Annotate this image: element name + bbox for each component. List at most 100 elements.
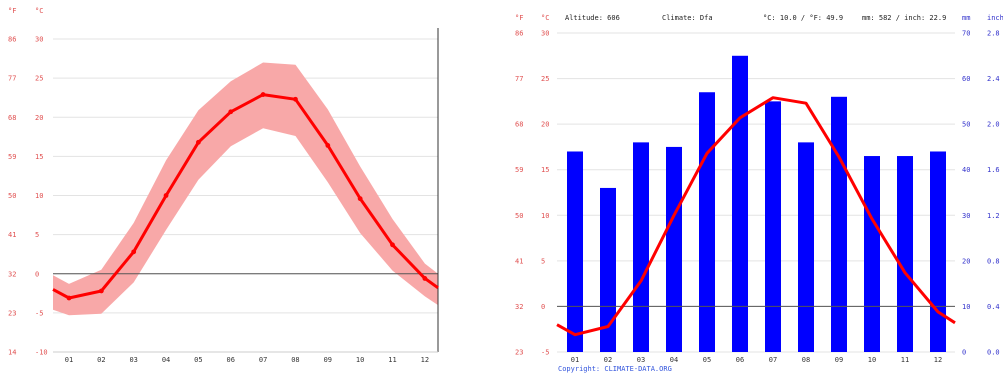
precipitation-bar bbox=[864, 156, 880, 352]
right-c-tick-label: 0 bbox=[541, 303, 545, 311]
avg-temp-label: °C: 10.0 / °F: 49.9 bbox=[763, 14, 843, 22]
temperature-range-band bbox=[53, 62, 438, 316]
left-c-tick-label: -10 bbox=[35, 349, 48, 357]
right-c-tick-label: 20 bbox=[541, 121, 549, 129]
precipitation-bar bbox=[798, 142, 814, 352]
left-month-label: 01 bbox=[65, 356, 73, 364]
left-month-label: 03 bbox=[129, 356, 137, 364]
left-month-label: 11 bbox=[388, 356, 396, 364]
left-f-tick-label: 86 bbox=[8, 36, 16, 44]
right-month-label: 04 bbox=[670, 356, 678, 364]
right-mm-tick-label: 20 bbox=[962, 257, 970, 265]
left-f-tick-label: 59 bbox=[8, 153, 16, 161]
right-unit-c: °C bbox=[541, 14, 549, 22]
left-c-tick-label: 10 bbox=[35, 192, 43, 200]
right-unit-inch: inch bbox=[987, 14, 1003, 22]
mean-temperature-point bbox=[98, 288, 104, 294]
right-inch-tick-label: 2.0 bbox=[987, 121, 1000, 129]
right-inch-tick-label: 2.8 bbox=[987, 30, 1000, 38]
left-unit-f: °F bbox=[8, 7, 16, 15]
right-c-tick-label: 5 bbox=[541, 257, 545, 265]
left-month-label: 10 bbox=[356, 356, 364, 364]
right-x-ticks: 01 02 03 04 05 06 07 08 09 10 11 12 bbox=[571, 356, 942, 364]
temperature-chart: °F °C 86 30 77 25 68 20 59 15 50 10 41 5 32 0 23 -5 14 -1… bbox=[8, 7, 439, 364]
right-inch-tick-label: 1.2 bbox=[987, 212, 1000, 220]
mean-temperature-point bbox=[325, 143, 331, 148]
left-f-tick-label: 23 bbox=[8, 309, 16, 317]
copyright-footer: Copyright: CLIMATE-DATA.ORG bbox=[558, 365, 672, 373]
mean-temperature-point bbox=[196, 139, 201, 145]
mean-temperature-point bbox=[163, 193, 169, 198]
precip-total-label: mm: 582 / inch: 22.9 bbox=[862, 14, 946, 22]
left-f-tick-label: 41 bbox=[8, 231, 16, 239]
right-month-label: 10 bbox=[868, 356, 876, 364]
right-mean-temperature-line bbox=[556, 96, 956, 337]
left-f-tick-label: 77 bbox=[8, 75, 16, 83]
mean-temperature-points bbox=[66, 92, 428, 301]
left-c-tick-label: 20 bbox=[35, 114, 43, 122]
mean-temperature-point bbox=[66, 295, 72, 301]
left-f-tick-label: 32 bbox=[8, 270, 16, 278]
precipitation-bars bbox=[567, 55, 946, 353]
left-month-label: 06 bbox=[227, 356, 235, 364]
right-f-tick-label: 41 bbox=[515, 257, 523, 265]
precipitation-bar bbox=[666, 146, 682, 352]
left-month-label: 04 bbox=[162, 356, 170, 364]
precipitation-bar bbox=[930, 151, 946, 352]
right-month-label: 08 bbox=[802, 356, 810, 364]
right-month-label: 01 bbox=[571, 356, 579, 364]
right-c-tick-label: 30 bbox=[541, 30, 549, 38]
right-f-tick-label: 77 bbox=[515, 75, 523, 83]
left-month-label: 02 bbox=[97, 356, 105, 364]
mean-temperature-point bbox=[390, 242, 395, 248]
right-y-ticks: 86 30 77 25 68 20 59 15 50 10 41 5 32 0 23 -5 70 2.8 60 2.4… bbox=[515, 30, 1000, 357]
left-c-tick-label: -5 bbox=[35, 309, 43, 317]
mean-temperature-point bbox=[131, 249, 137, 255]
precipitation-bar bbox=[567, 151, 583, 352]
precipitation-bar bbox=[897, 156, 913, 352]
left-c-tick-label: 5 bbox=[35, 231, 39, 239]
mean-temperature-point bbox=[228, 109, 234, 115]
altitude-label: Altitude: 606 bbox=[565, 14, 620, 22]
mean-temperature-line bbox=[52, 93, 439, 300]
right-month-label: 07 bbox=[769, 356, 777, 364]
left-f-tick-label: 50 bbox=[8, 192, 16, 200]
right-inch-tick-label: 2.4 bbox=[987, 75, 1000, 83]
right-c-tick-label: -5 bbox=[541, 349, 549, 357]
right-inch-tick-label: 0.4 bbox=[987, 303, 1000, 311]
left-f-tick-label: 14 bbox=[8, 349, 16, 357]
precipitation-bar bbox=[633, 142, 649, 352]
left-c-tick-label: 15 bbox=[35, 153, 43, 161]
right-f-tick-label: 32 bbox=[515, 303, 523, 311]
right-mm-tick-label: 70 bbox=[962, 30, 970, 38]
left-c-tick-label: 30 bbox=[35, 36, 43, 44]
left-month-label: 08 bbox=[291, 356, 299, 364]
left-unit-c: °C bbox=[35, 7, 43, 15]
right-month-label: 09 bbox=[835, 356, 843, 364]
right-unit-f: °F bbox=[515, 14, 523, 22]
mean-temperature-point bbox=[293, 96, 298, 102]
right-mm-tick-label: 60 bbox=[962, 75, 970, 83]
precipitation-bar bbox=[831, 96, 847, 352]
right-month-label: 12 bbox=[934, 356, 942, 364]
precipitation-bar bbox=[732, 55, 748, 353]
right-f-tick-label: 23 bbox=[515, 349, 523, 357]
left-month-label: 05 bbox=[194, 356, 202, 364]
right-gridlines bbox=[557, 32, 955, 353]
right-mm-tick-label: 40 bbox=[962, 166, 970, 174]
left-c-tick-label: 0 bbox=[35, 270, 39, 278]
right-c-tick-label: 10 bbox=[541, 212, 549, 220]
right-unit-mm: mm bbox=[962, 14, 970, 22]
climate-label: Climate: Dfa bbox=[662, 14, 713, 22]
right-month-label: 03 bbox=[637, 356, 645, 364]
right-inch-tick-label: 0.8 bbox=[987, 257, 1000, 265]
right-f-tick-label: 86 bbox=[515, 30, 523, 38]
precipitation-bar bbox=[600, 187, 616, 352]
mean-temperature-point bbox=[357, 196, 363, 202]
right-month-label: 02 bbox=[604, 356, 612, 364]
left-month-label: 07 bbox=[259, 356, 267, 364]
right-mm-tick-label: 10 bbox=[962, 303, 970, 311]
left-y-ticks: 86 30 77 25 68 20 59 15 50 10 41 5 32 0 23 -5 14 -10 bbox=[8, 36, 48, 357]
right-mm-tick-label: 50 bbox=[962, 121, 970, 129]
